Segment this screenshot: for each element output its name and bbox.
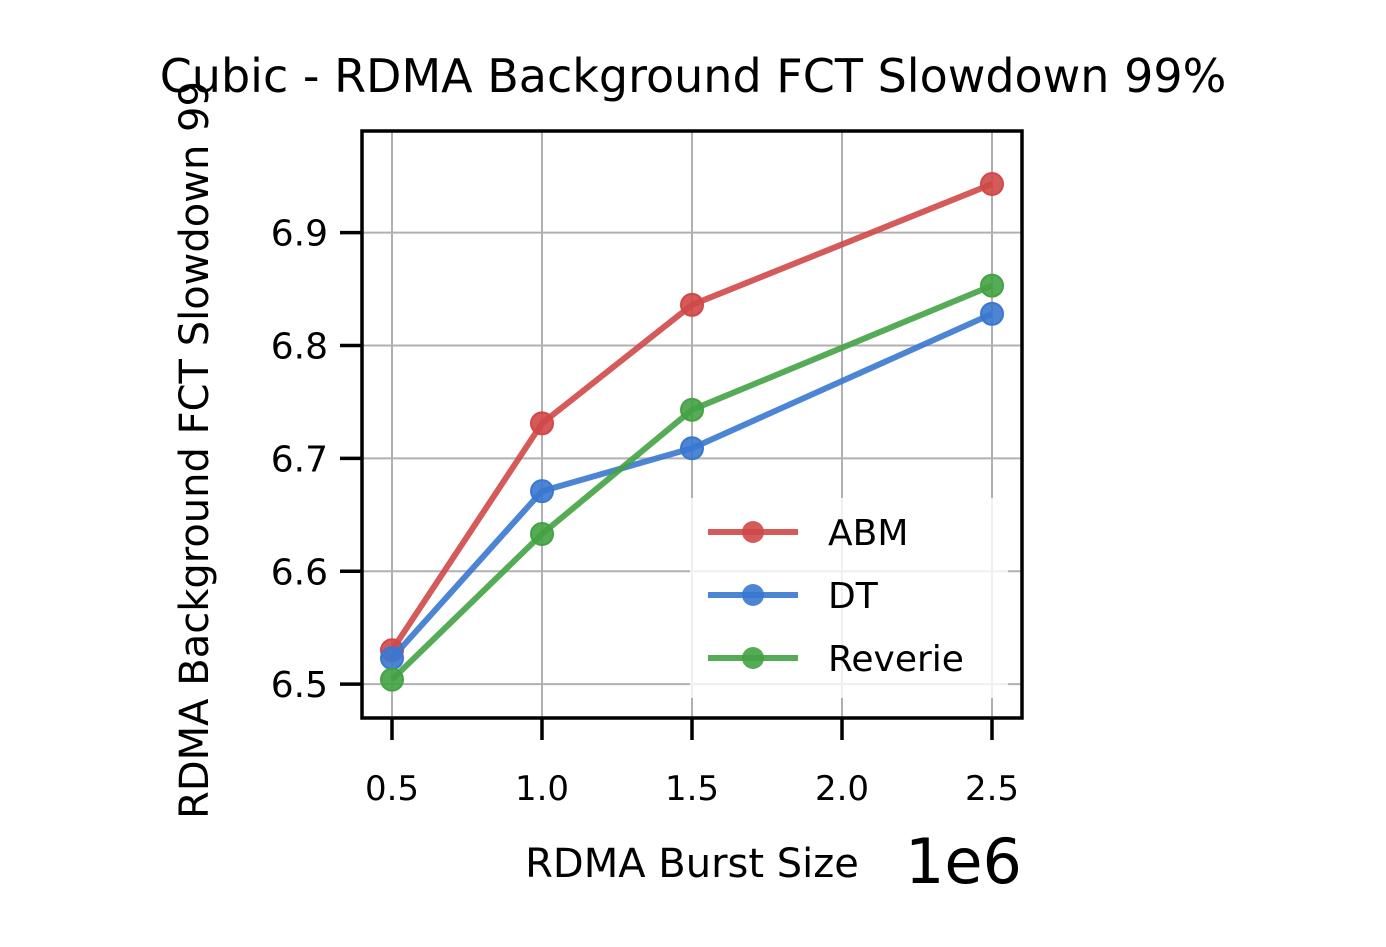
y-tick-label: 6.6 bbox=[271, 552, 328, 593]
y-axis-ticks: 6.5 6.6 6.7 6.8 6.9 bbox=[271, 214, 362, 706]
series-reverie bbox=[380, 273, 1004, 692]
y-axis-label: RDMA Background FCT Slowdown 99 bbox=[172, 81, 218, 819]
legend: ABM DT Reverie bbox=[690, 498, 1008, 698]
x-tick-label: 2.5 bbox=[965, 769, 1019, 809]
y-tick-label: 6.7 bbox=[271, 439, 328, 480]
x-tick-label: 2.0 bbox=[815, 769, 869, 809]
x-axis-offset-label: 1e6 bbox=[905, 825, 1022, 898]
data-point-dt bbox=[530, 479, 554, 504]
legend-marker-abm bbox=[742, 521, 764, 543]
legend-item-abm: ABM bbox=[708, 513, 908, 554]
x-axis-label: RDMA Burst Size bbox=[525, 841, 859, 887]
data-point-reverie bbox=[380, 667, 404, 692]
legend-label-reverie: Reverie bbox=[828, 639, 964, 680]
x-tick-label: 1.5 bbox=[665, 769, 719, 809]
legend-marker-dt bbox=[742, 584, 764, 606]
x-tick-label: 1.0 bbox=[515, 769, 569, 809]
series-line-reverie bbox=[389, 282, 994, 682]
legend-label-dt: DT bbox=[828, 576, 879, 617]
data-point-abm bbox=[530, 411, 554, 436]
data-point-reverie bbox=[530, 521, 554, 546]
data-point-dt bbox=[980, 301, 1004, 326]
y-tick-label: 6.8 bbox=[271, 326, 328, 367]
x-axis-ticks: 0.5 1.0 1.5 2.0 2.5 bbox=[365, 718, 1019, 809]
data-point-dt bbox=[680, 436, 704, 461]
data-point-abm bbox=[680, 292, 704, 317]
legend-item-reverie: Reverie bbox=[708, 639, 964, 680]
data-point-reverie bbox=[980, 273, 1004, 298]
x-tick-label: 0.5 bbox=[365, 769, 419, 809]
legend-label-abm: ABM bbox=[828, 513, 908, 554]
legend-marker-reverie bbox=[742, 647, 764, 669]
series-layer bbox=[380, 172, 1004, 692]
chart-title: Cubic - RDMA Background FCT Slowdown 99% bbox=[160, 49, 1227, 103]
y-tick-label: 6.5 bbox=[271, 665, 328, 706]
legend-item-dt: DT bbox=[708, 576, 879, 617]
series-line-abm bbox=[389, 181, 994, 652]
y-tick-label: 6.9 bbox=[271, 214, 328, 255]
data-point-dt bbox=[380, 646, 404, 671]
data-point-abm bbox=[980, 172, 1004, 197]
data-point-reverie bbox=[680, 397, 704, 422]
